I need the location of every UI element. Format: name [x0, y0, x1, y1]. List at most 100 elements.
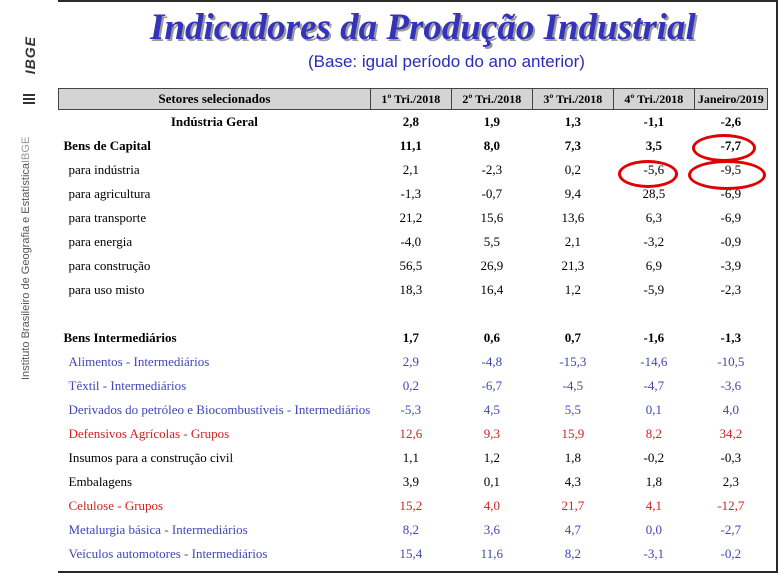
cell-value: 0,2	[564, 162, 581, 177]
cell-value: -5,9	[643, 282, 665, 297]
cell-value: 4,0	[483, 498, 500, 513]
cell-value: 15,2	[399, 498, 423, 513]
cell-value: 11,6	[480, 546, 503, 561]
cell-value: 8,2	[402, 522, 419, 537]
cell-value: -6,9	[720, 210, 742, 225]
cell-value: 13,6	[561, 210, 585, 225]
cell-value: -2,6	[720, 114, 742, 129]
ibge-logo-icon	[23, 94, 35, 104]
row-label: para transporte	[68, 210, 147, 225]
table-row: Bens Intermediários 1,7 0,6 0,7 -1,6 -1,…	[59, 326, 768, 350]
cell-value: -6,7	[481, 378, 503, 393]
cell-value: 5,5	[483, 234, 500, 249]
cell-value: -1,6	[643, 330, 665, 345]
row-label: para indústria	[68, 162, 140, 177]
cell-value: 0,1	[645, 402, 662, 417]
cell-value: 7,3	[564, 138, 581, 153]
cell-value: 0,7	[564, 330, 581, 345]
row-label: Derivados do petróleo e Biocombustíveis …	[68, 402, 371, 417]
cell-value: 16,4	[480, 282, 504, 297]
cell-value: -4,5	[562, 378, 584, 393]
row-label: Celulose - Grupos	[68, 498, 164, 513]
cell-value: 6,3	[645, 210, 662, 225]
cell-value: 8,0	[483, 138, 500, 153]
cell-value: -12,7	[717, 498, 745, 513]
table-row: Derivados do petróleo e Biocombustíveis …	[59, 398, 768, 422]
highlight-ellipse	[688, 160, 766, 190]
table-row: Embalagens 3,9 0,1 4,3 1,8 2,3	[59, 470, 768, 494]
cell-value: 21,2	[399, 210, 423, 225]
cell-value: -2,7	[720, 522, 742, 537]
cell-value: 15,9	[561, 426, 585, 441]
cell-value: 28,5	[642, 186, 666, 201]
cell-value: 1,1	[402, 450, 419, 465]
cell-value: 4,1	[645, 498, 662, 513]
row-label: para agricultura	[68, 186, 151, 201]
row-label: Defensivos Agrícolas - Grupos	[68, 426, 230, 441]
cell-value: 21,7	[561, 498, 585, 513]
cell-value: 1,2	[564, 282, 581, 297]
table-row: Insumos para a construção civil 1,1 1,2 …	[59, 446, 768, 470]
row-label: para uso misto	[68, 282, 145, 297]
cell-value: -0,3	[720, 450, 742, 465]
cell-value: -5,3	[400, 402, 422, 417]
cell-value: 4,0	[722, 402, 739, 417]
institute-acronym: IBGE	[20, 136, 32, 163]
cell-value: 4,7	[564, 522, 581, 537]
row-label: Indústria Geral	[170, 114, 258, 129]
cell-value: 3,5	[645, 138, 662, 153]
cell-value: 2,8	[402, 114, 419, 129]
cell-value: 4,3	[564, 474, 581, 489]
cell-value: 8,2	[645, 426, 662, 441]
cell-value: -4,8	[481, 354, 503, 369]
sidebar: IBGE Instituto Brasileiro de Geografia e…	[0, 0, 58, 573]
highlight-ellipse	[618, 160, 678, 188]
cell-value: -0,2	[720, 546, 742, 561]
cell-value: -14,6	[640, 354, 668, 369]
row-label: Têxtil - Intermediários	[68, 378, 187, 393]
cell-value: 0,2	[402, 378, 419, 393]
cell-value: 15,4	[399, 546, 423, 561]
table-row: para transporte 21,2 15,6 13,6 6,3 -6,9	[59, 206, 768, 230]
cell-value: 2,3	[722, 474, 739, 489]
row-label: Metalurgia básica - Intermediários	[68, 522, 248, 537]
cell-value: 11,1	[399, 138, 422, 153]
row-label: para construção	[68, 258, 151, 273]
cell-value: -0,9	[720, 234, 742, 249]
column-header-jan-2019: Janeiro/2019	[693, 88, 768, 110]
cell-value: -4,7	[643, 378, 665, 393]
table-row: Alimentos - Intermediários 2,9 -4,8 -15,…	[59, 350, 768, 374]
table-row: Veículos automotores - Intermediários 15…	[59, 542, 768, 566]
page-title: Indicadores da Produção Industrial	[150, 7, 696, 48]
column-header-q2-2018: 2º Tri./2018	[450, 88, 533, 110]
page-subtitle: (Base: igual período do ano anterior)	[308, 52, 585, 71]
cell-value: 0,6	[483, 330, 500, 345]
highlight-ellipse	[692, 134, 756, 162]
cell-value: 1,7	[402, 330, 419, 345]
column-header-q4-2018: 4º Tri./2018	[612, 88, 695, 110]
cell-value: -3,1	[643, 546, 665, 561]
cell-value: 5,5	[564, 402, 581, 417]
cell-value: -1,3	[400, 186, 422, 201]
cell-value: 21,3	[561, 258, 585, 273]
cell-value: 34,2	[719, 426, 743, 441]
cell-value: 1,3	[564, 114, 581, 129]
column-header-q1-2018: 1º Tri./2018	[369, 88, 452, 110]
row-label: Embalagens	[68, 474, 133, 489]
cell-value: 2,1	[402, 162, 419, 177]
cell-value: 26,9	[480, 258, 504, 273]
table-row: para uso misto 18,3 16,4 1,2 -5,9 -2,3	[59, 278, 768, 302]
spacer-row	[59, 302, 768, 326]
table-header-row: Setores selecionados 1º Tri./2018 2º Tri…	[58, 88, 768, 110]
row-label: Veículos automotores - Intermediários	[68, 546, 268, 561]
cell-value: -4,0	[400, 234, 422, 249]
table-row: Têxtil - Intermediários 0,2 -6,7 -4,5 -4…	[59, 374, 768, 398]
row-label: para energia	[68, 234, 133, 249]
cell-value: 18,3	[399, 282, 423, 297]
indicators-table: Setores selecionados 1º Tri./2018 2º Tri…	[58, 88, 768, 566]
cell-value: 1,2	[483, 450, 500, 465]
table-row: Celulose - Grupos 15,2 4,0 21,7 4,1 -12,…	[59, 494, 768, 518]
table-row: Indústria Geral 2,8 1,9 1,3 -1,1 -2,6	[59, 110, 768, 135]
row-label: Insumos para a construção civil	[68, 450, 234, 465]
row-label: Bens de Capital	[63, 138, 151, 153]
